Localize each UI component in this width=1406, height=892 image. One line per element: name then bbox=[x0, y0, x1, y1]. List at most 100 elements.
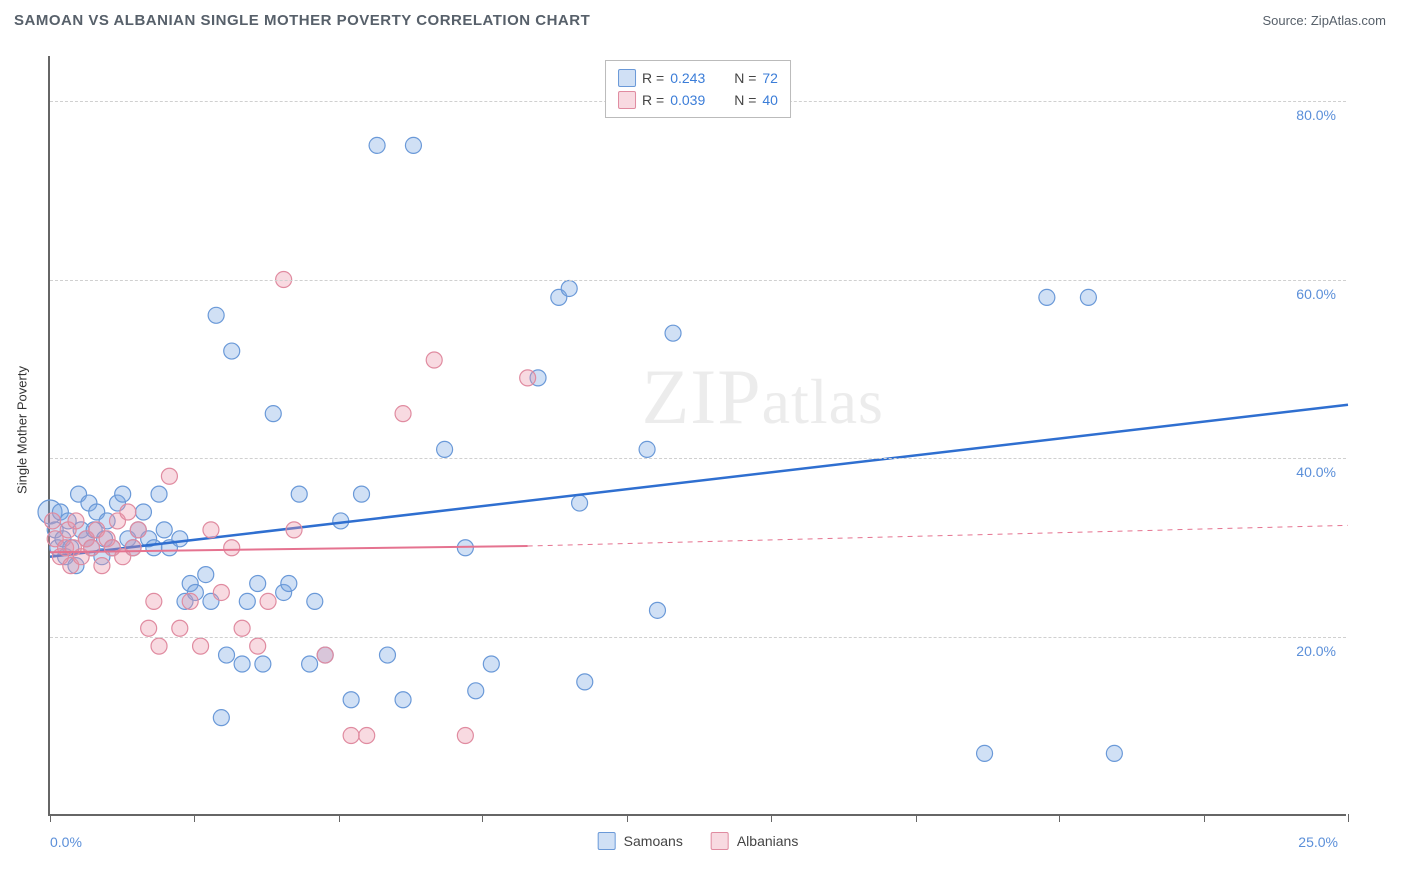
data-point bbox=[649, 602, 665, 618]
data-point bbox=[1106, 745, 1122, 761]
data-point bbox=[359, 728, 375, 744]
data-point bbox=[161, 468, 177, 484]
legend-series-name: Albanians bbox=[737, 833, 799, 849]
y-tick-label: 20.0% bbox=[1296, 643, 1336, 659]
data-point bbox=[120, 504, 136, 520]
data-point bbox=[369, 137, 385, 153]
data-point bbox=[520, 370, 536, 386]
data-point bbox=[302, 656, 318, 672]
gridline bbox=[50, 458, 1346, 459]
source-label: Source: ZipAtlas.com bbox=[1262, 13, 1386, 28]
data-point bbox=[250, 638, 266, 654]
data-point bbox=[572, 495, 588, 511]
data-point bbox=[281, 576, 297, 592]
legend-r-value: 0.243 bbox=[670, 67, 718, 89]
x-tick bbox=[916, 814, 917, 822]
legend-r-value: 0.039 bbox=[670, 89, 718, 111]
data-point bbox=[68, 513, 84, 529]
y-axis-label: Single Mother Poverty bbox=[15, 366, 30, 494]
y-tick-label: 40.0% bbox=[1296, 464, 1336, 480]
data-point bbox=[483, 656, 499, 672]
data-point bbox=[172, 620, 188, 636]
legend-n-value: 40 bbox=[762, 89, 778, 111]
data-point bbox=[379, 647, 395, 663]
trend-line bbox=[50, 405, 1348, 557]
data-point bbox=[224, 343, 240, 359]
legend-swatch bbox=[598, 832, 616, 850]
legend-swatch bbox=[618, 69, 636, 87]
legend-swatch bbox=[711, 832, 729, 850]
legend-series: Samoans Albanians bbox=[598, 832, 799, 850]
data-point bbox=[239, 593, 255, 609]
legend-n-value: 72 bbox=[762, 67, 778, 89]
data-point bbox=[457, 728, 473, 744]
data-point bbox=[234, 620, 250, 636]
data-point bbox=[354, 486, 370, 502]
legend-n-label: N = bbox=[734, 67, 756, 89]
data-point bbox=[151, 638, 167, 654]
data-point bbox=[156, 522, 172, 538]
x-tick bbox=[194, 814, 195, 822]
gridline bbox=[50, 637, 1346, 638]
data-point bbox=[203, 522, 219, 538]
trend-line-ext bbox=[528, 525, 1348, 546]
x-tick bbox=[1348, 814, 1349, 822]
data-point bbox=[125, 540, 141, 556]
x-tick bbox=[1204, 814, 1205, 822]
data-point bbox=[151, 486, 167, 502]
y-tick-label: 60.0% bbox=[1296, 286, 1336, 302]
data-point bbox=[286, 522, 302, 538]
legend-row: R = 0.039 N = 40 bbox=[618, 89, 778, 111]
data-point bbox=[172, 531, 188, 547]
data-point bbox=[437, 441, 453, 457]
legend-series-item: Samoans bbox=[598, 832, 683, 850]
data-point bbox=[395, 406, 411, 422]
legend-series-name: Samoans bbox=[624, 833, 683, 849]
x-tick bbox=[771, 814, 772, 822]
data-point bbox=[317, 647, 333, 663]
data-point bbox=[146, 593, 162, 609]
data-point bbox=[198, 567, 214, 583]
x-tick-label: 25.0% bbox=[1298, 834, 1338, 850]
data-point bbox=[405, 137, 421, 153]
data-point bbox=[561, 280, 577, 296]
data-point bbox=[182, 593, 198, 609]
data-point bbox=[135, 504, 151, 520]
source-link[interactable]: ZipAtlas.com bbox=[1311, 13, 1386, 28]
x-tick bbox=[1059, 814, 1060, 822]
gridline bbox=[50, 280, 1346, 281]
data-point bbox=[639, 441, 655, 457]
data-point bbox=[426, 352, 442, 368]
x-tick bbox=[627, 814, 628, 822]
data-point bbox=[1080, 289, 1096, 305]
x-tick-label: 0.0% bbox=[50, 834, 82, 850]
data-point bbox=[146, 540, 162, 556]
data-point bbox=[1039, 289, 1055, 305]
chart-container: SAMOAN VS ALBANIAN SINGLE MOTHER POVERTY… bbox=[0, 0, 1406, 892]
x-tick bbox=[50, 814, 51, 822]
data-point bbox=[260, 593, 276, 609]
data-point bbox=[224, 540, 240, 556]
data-point bbox=[343, 728, 359, 744]
data-point bbox=[255, 656, 271, 672]
chart-title: SAMOAN VS ALBANIAN SINGLE MOTHER POVERTY… bbox=[14, 12, 590, 29]
header: SAMOAN VS ALBANIAN SINGLE MOTHER POVERTY… bbox=[0, 0, 1406, 37]
data-point bbox=[265, 406, 281, 422]
legend-r-label: R = bbox=[642, 89, 664, 111]
data-point bbox=[977, 745, 993, 761]
scatter-svg bbox=[50, 56, 1346, 814]
data-point bbox=[213, 584, 229, 600]
legend-swatch bbox=[618, 91, 636, 109]
data-point bbox=[130, 522, 146, 538]
data-point bbox=[115, 486, 131, 502]
data-point bbox=[84, 540, 100, 556]
data-point bbox=[468, 683, 484, 699]
legend-correlation: R = 0.243 N = 72R = 0.039 N = 40 bbox=[605, 60, 791, 118]
data-point bbox=[45, 513, 61, 529]
data-point bbox=[208, 307, 224, 323]
legend-row: R = 0.243N = 72 bbox=[618, 67, 778, 89]
data-point bbox=[250, 576, 266, 592]
legend-n-label: N = bbox=[734, 89, 756, 111]
data-point bbox=[94, 558, 110, 574]
data-point bbox=[141, 620, 157, 636]
